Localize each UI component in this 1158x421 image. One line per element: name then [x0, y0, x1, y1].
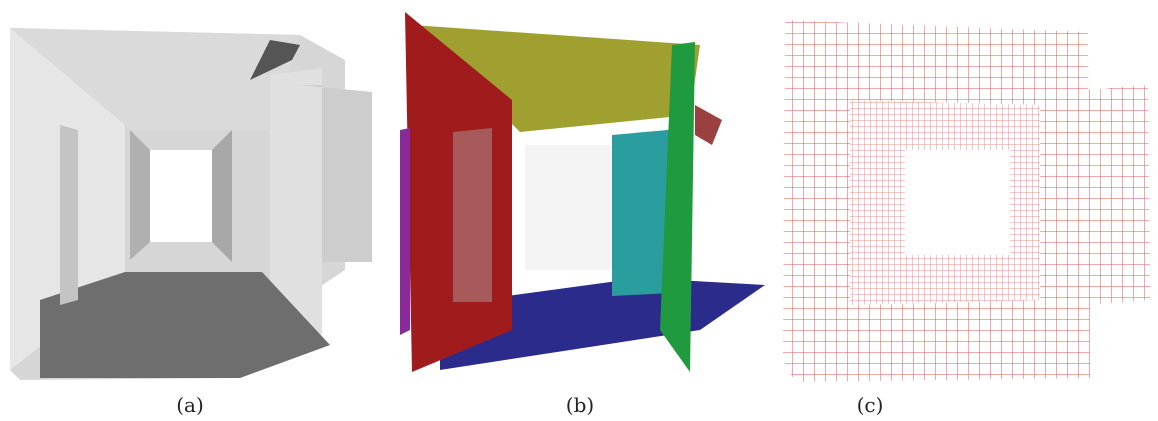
caption-b: (b)	[566, 393, 594, 417]
panel-b-image	[400, 12, 765, 372]
panel-c-image	[783, 20, 1150, 382]
caption-a: (a)	[176, 393, 204, 417]
panel-a-image	[10, 28, 372, 380]
caption-c: (c)	[857, 393, 884, 417]
